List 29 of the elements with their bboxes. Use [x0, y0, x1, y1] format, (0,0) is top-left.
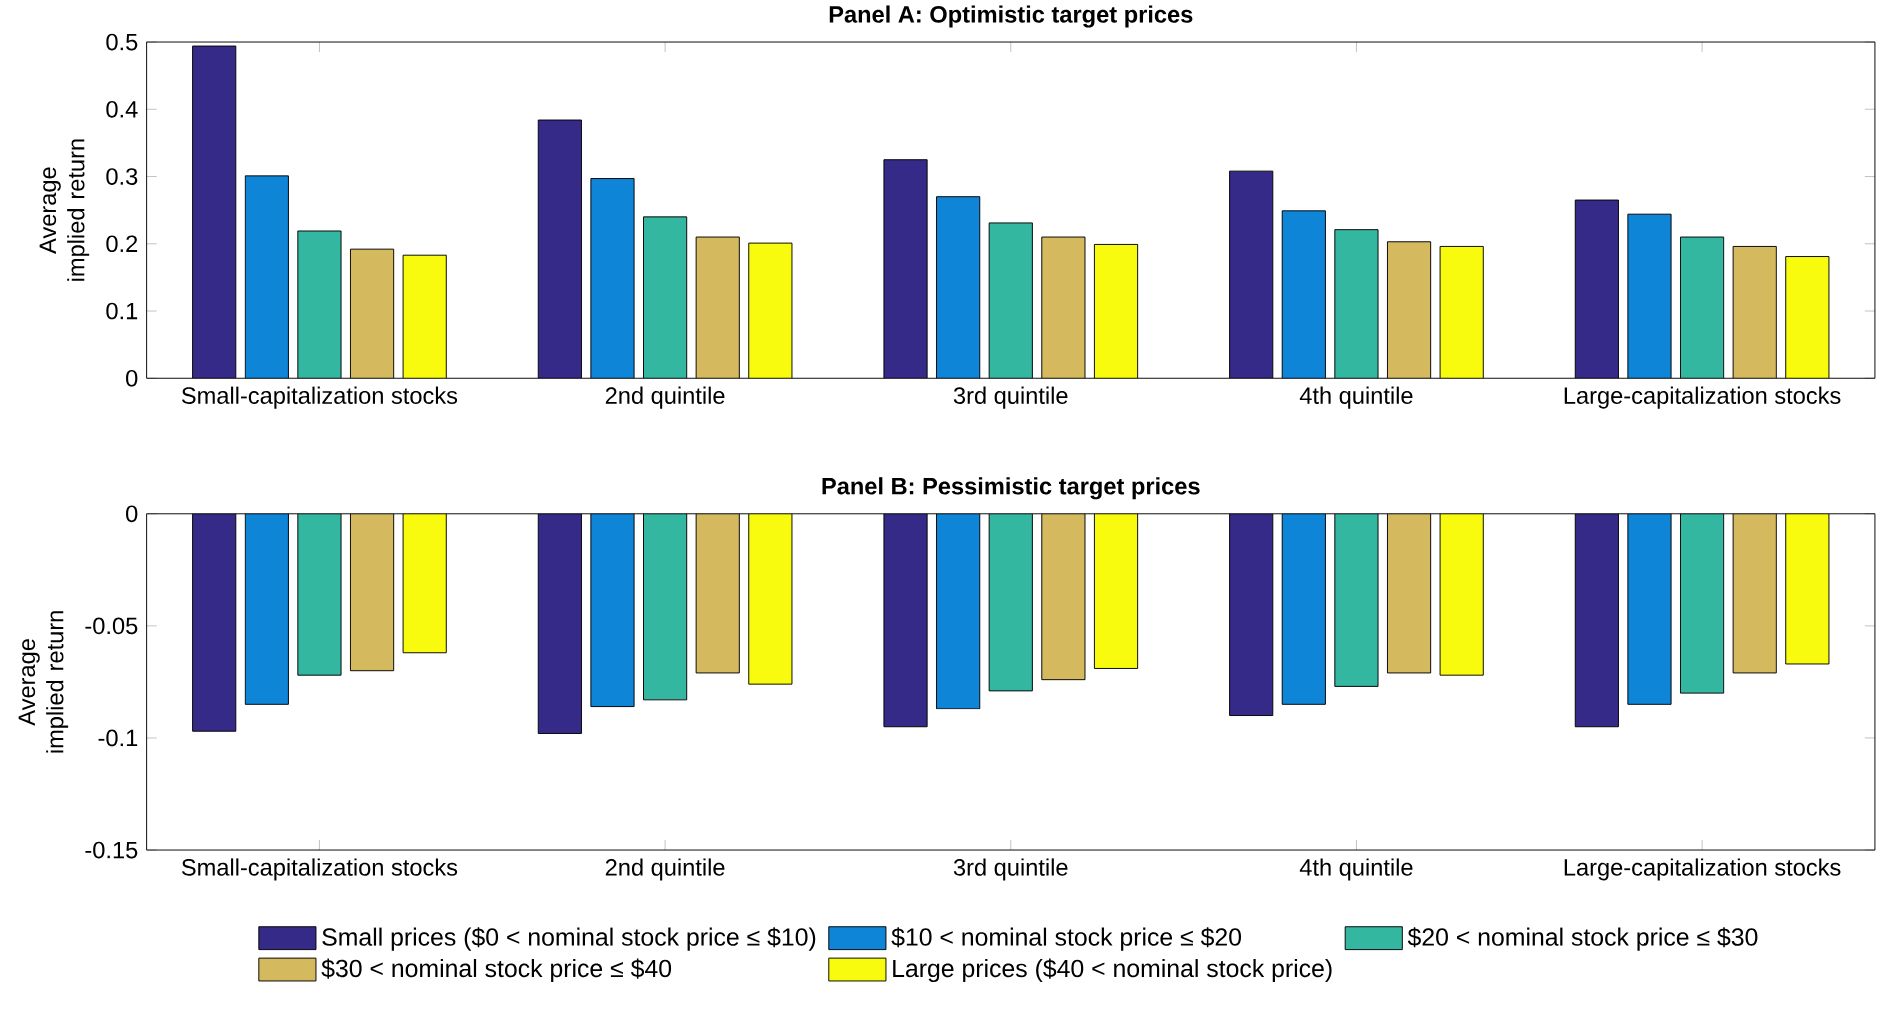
x-tick-label: 2nd quintile [605, 386, 725, 409]
x-tick-label: Large-capitalization stocks [1564, 858, 1841, 881]
legend-label: $20 < nominal stock price ≤ $30 [1407, 927, 1758, 951]
legend-label: $30 < nominal stock price ≤ $40 [321, 958, 672, 983]
x-tick-label: 3rd quintile [953, 858, 1068, 881]
legend-label: Large prices ($40 < nominal stock price) [893, 958, 1332, 983]
y-tick-label: 0.4 [106, 101, 138, 118]
y-tick-label: 0.5 [106, 33, 138, 51]
x-tick-label: Large-capitalization stocks [1564, 386, 1841, 409]
y-axis-title: Average implied return [18, 611, 69, 753]
y-tick-label: -0.15 [85, 841, 138, 859]
chart-title: Panel B: Pessimistic target prices [822, 477, 1200, 500]
x-tick-label: 4th quintile [1299, 386, 1413, 409]
y-tick-label: 0 [126, 505, 138, 523]
x-tick-label: Small-capitalization stocks [181, 858, 458, 881]
x-tick-label: Small-capitalization stocks [181, 386, 458, 409]
y-tick-label: 0.1 [106, 302, 138, 320]
x-tick-label: 4th quintile [1299, 858, 1413, 881]
y-tick-label: -0.05 [85, 617, 138, 635]
legend-label: Small prices ($0 < nominal stock price ≤ $10) [322, 927, 816, 951]
legend-label: $10 < nominal stock price ≤ $20 [891, 927, 1242, 951]
y-tick-label: 0.2 [106, 235, 138, 253]
y-axis-title: Average implied return [39, 139, 90, 281]
y-tick-label: -0.1 [98, 729, 138, 747]
x-tick-label: 2nd quintile [605, 858, 725, 881]
y-tick-label: 0.3 [106, 168, 138, 185]
x-tick-label: 3rd quintile [953, 386, 1068, 409]
y-tick-label: 0 [126, 370, 138, 387]
chart-title: Panel A: Optimistic target prices [829, 5, 1193, 28]
